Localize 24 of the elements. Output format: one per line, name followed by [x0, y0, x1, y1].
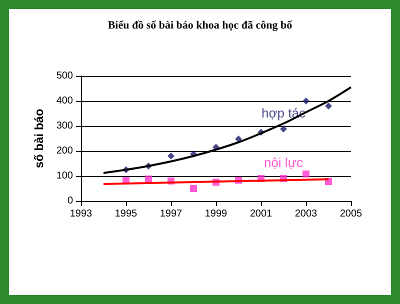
x-tick-label: 1999: [204, 208, 228, 220]
point: [235, 136, 242, 142]
point: [325, 102, 332, 110]
point: [302, 98, 310, 104]
y-tick-label: 500: [56, 70, 74, 82]
point: [190, 185, 197, 192]
y-tick-label: 400: [56, 96, 74, 106]
x-tick-label: 2003: [294, 208, 318, 220]
point: [302, 170, 310, 178]
y-tick-label: 200: [56, 146, 74, 156]
point: [280, 126, 287, 132]
y-tick-label: 300: [56, 120, 74, 132]
series-label: nội lực: [264, 155, 304, 170]
chart-title: Biểu đồ số bài báo khoa học đã công bố: [108, 20, 293, 32]
y-axis-title: số bài báo: [32, 108, 46, 168]
point: [168, 152, 174, 160]
y-tick-label: 100: [56, 170, 74, 182]
x-tick-label: 2005: [340, 208, 363, 220]
x-tick-label: 1993: [70, 208, 93, 220]
x-tick-label: 1995: [114, 208, 138, 220]
x-tick-label: 2001: [250, 208, 273, 220]
y-tick-label: 0: [67, 196, 74, 206]
point: [145, 176, 152, 182]
x-tick-label: 1997: [160, 208, 183, 220]
